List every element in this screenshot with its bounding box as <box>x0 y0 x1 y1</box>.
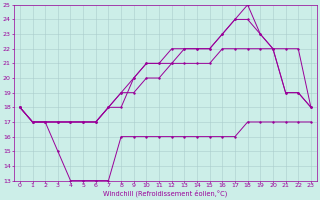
X-axis label: Windchill (Refroidissement éolien,°C): Windchill (Refroidissement éolien,°C) <box>103 190 228 197</box>
